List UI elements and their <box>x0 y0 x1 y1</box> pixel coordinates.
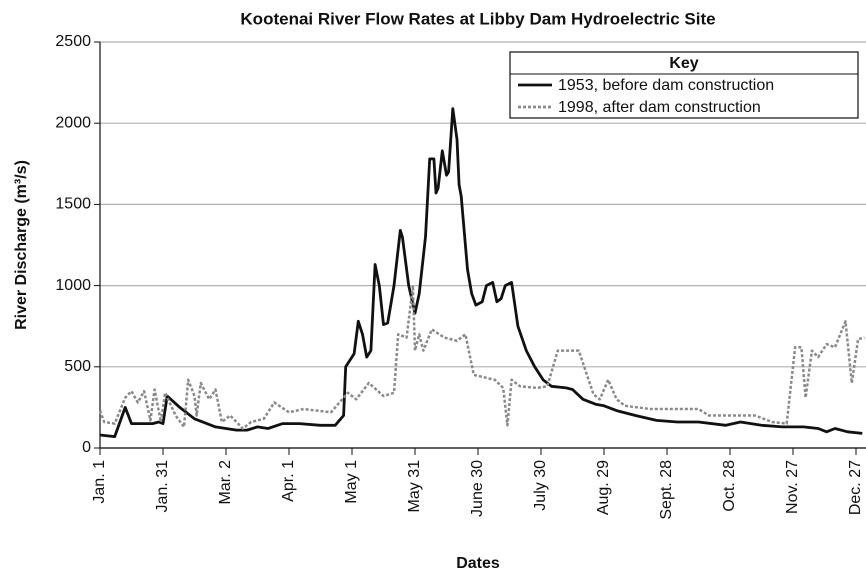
y-tick-label: 1000 <box>55 277 91 294</box>
x-tick-label: Oct. 28 <box>721 460 738 512</box>
legend-label: 1998, after dam construction <box>558 99 761 116</box>
y-axis-label: River Discharge (m³/s) <box>13 160 30 330</box>
x-tick-label: May 31 <box>406 460 423 513</box>
x-tick-label: July 30 <box>532 460 549 511</box>
x-tick-label: Aug. 29 <box>595 460 612 515</box>
x-axis-label: Dates <box>456 555 500 572</box>
x-tick-label: June 30 <box>469 460 486 517</box>
y-tick-label: 0 <box>82 439 91 456</box>
x-tick-label: Nov. 27 <box>784 460 801 514</box>
legend-label: 1953, before dam construction <box>558 77 774 94</box>
y-tick-label: 1500 <box>55 196 91 213</box>
x-tick-label: May 1 <box>343 460 360 504</box>
y-tick-label: 500 <box>64 358 91 375</box>
x-tick-label: Sept. 28 <box>658 460 675 520</box>
series-line <box>99 107 863 438</box>
x-tick-label: Mar. 2 <box>217 460 234 505</box>
x-tick-label: Apr. 1 <box>280 460 297 502</box>
chart-title: Kootenai River Flow Rates at Libby Dam H… <box>240 9 715 28</box>
y-tick-label: 2500 <box>55 33 91 50</box>
x-tick-label: Jan. 31 <box>154 460 171 513</box>
y-tick-label: 2000 <box>55 114 91 131</box>
series-line <box>98 284 865 430</box>
legend-title: Key <box>669 55 698 72</box>
x-tick-label: Jan. 1 <box>91 460 108 504</box>
x-tick-label: Dec. 27 <box>847 460 864 515</box>
legend-box <box>509 51 859 119</box>
